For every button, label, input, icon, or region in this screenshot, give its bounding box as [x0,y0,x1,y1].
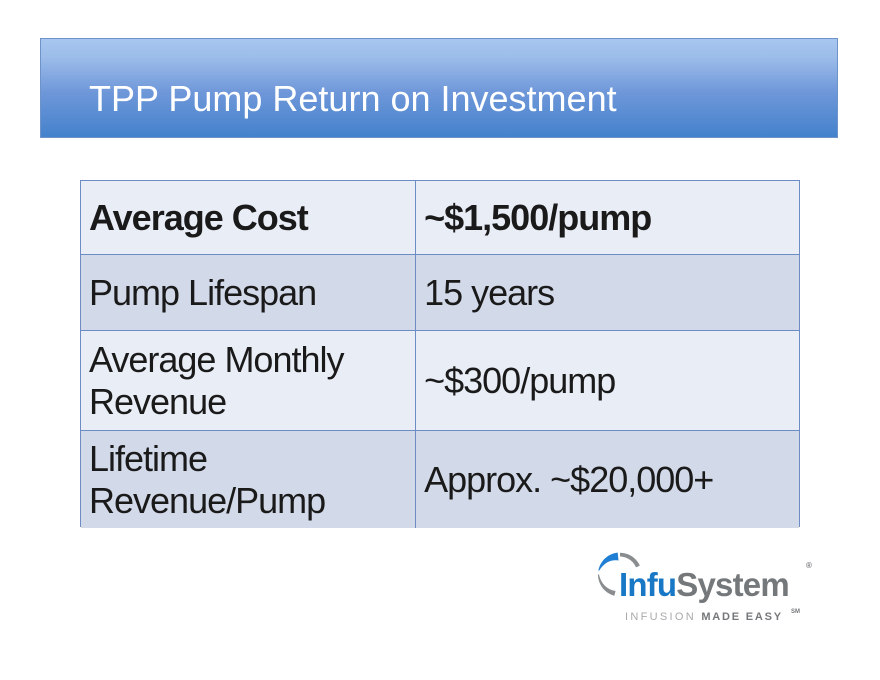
svg-text:InfuSystem: InfuSystem [619,566,789,603]
svg-text:®: ® [806,561,812,570]
svg-text:INFUSION MADE EASY: INFUSION MADE EASY [625,611,783,623]
svg-text:SM: SM [791,609,800,615]
